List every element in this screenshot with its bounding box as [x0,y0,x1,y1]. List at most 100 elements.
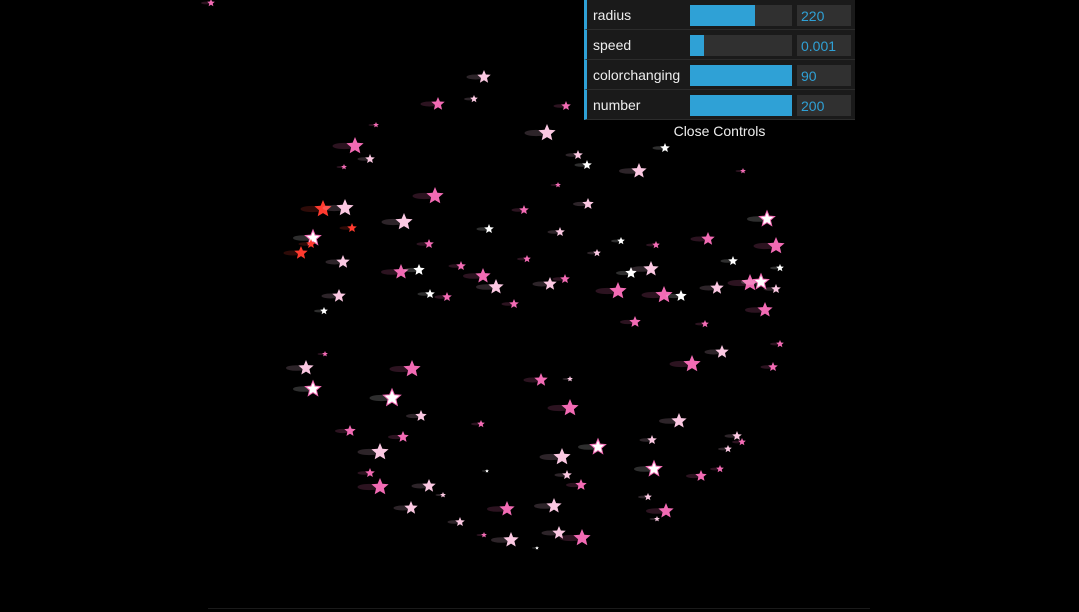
star-particle [553,448,571,465]
star-particle [519,205,529,214]
star-particle [294,246,308,259]
speed-controller: speed 0.001 [584,30,855,60]
star-particle [767,237,785,254]
star-particle [371,443,389,460]
star-particle [484,224,494,233]
number-slider[interactable] [690,95,792,116]
star-particle [347,223,357,232]
radius-label: radius [593,7,632,23]
star-particle [485,469,489,473]
star-particle [413,264,425,275]
star-particle [701,320,709,328]
star-particle [647,435,657,444]
star-particle [344,425,356,436]
star-particle [652,241,660,249]
star-particle [582,198,594,209]
star-particle [567,376,573,382]
star-particle [314,200,332,217]
star-particle [552,526,566,539]
star-particle [477,420,485,428]
colorchanging-slider[interactable] [690,65,792,86]
star-particle [304,228,322,246]
star-particle [738,438,746,446]
star-particle [425,289,435,298]
star-particle [207,0,215,7]
star-particle [654,516,660,522]
star-particle [560,274,570,283]
star-particle [643,261,659,276]
star-particle [336,199,354,216]
star-particle [715,345,729,358]
star-particle [341,164,347,170]
star-particle [701,232,715,245]
star-particle [481,532,487,538]
star-particle [320,307,328,315]
star-particle [440,492,446,498]
star-particle [575,479,587,490]
star-particle [732,431,742,440]
star-particle [543,277,557,290]
star-particle [776,264,784,272]
star-particle [306,239,316,248]
star-particle [336,255,350,268]
number-label: number [593,97,641,113]
star-particle [562,470,572,479]
star-particle [424,239,434,248]
star-particle [561,101,571,110]
star-particle [617,237,625,245]
star-particle [609,282,627,299]
colorchanging-label: colorchanging [593,67,681,83]
star-particle [629,316,641,327]
star-particle [660,143,670,152]
star-particle [573,529,591,546]
star-particle [382,387,402,407]
star-particle [373,122,379,128]
star-particle [582,160,592,169]
star-particle [455,517,465,526]
star-particle [426,187,444,204]
control-panel: radius 220 speed 0.001 colorchanging 90 … [584,0,855,142]
star-particle [776,340,784,348]
star-particle [404,501,418,514]
close-controls-button[interactable]: Close Controls [584,120,855,142]
star-particle [346,137,364,154]
star-particle [422,479,436,492]
colorchanging-value-input[interactable]: 90 [797,65,851,86]
number-controller: number 200 [584,90,855,120]
star-particle [589,437,607,455]
star-particle [365,468,375,477]
number-value-input[interactable]: 200 [797,95,851,116]
speed-slider[interactable] [690,35,792,56]
star-particle [768,362,778,371]
star-particle [716,465,724,473]
star-particle [671,413,687,428]
star-particle [752,272,770,290]
colorchanging-slider-fill [690,65,792,86]
star-particle [758,209,776,227]
star-particle [535,546,539,550]
star-particle [393,264,409,279]
speed-label: speed [593,37,632,53]
star-particle [625,267,637,278]
star-particle [475,268,491,283]
star-particle [675,290,687,301]
star-particle [546,498,562,513]
colorchanging-controller: colorchanging 90 [584,60,855,90]
star-particle [683,355,701,372]
star-particle [365,154,375,163]
star-particle [488,279,504,294]
star-particle [555,227,565,236]
radius-slider[interactable] [690,5,792,26]
star-particle [631,163,647,178]
star-particle [538,124,556,141]
star-particle [298,360,314,375]
star-particle [332,289,346,302]
star-particle [534,373,548,386]
radius-value-input[interactable]: 220 [797,5,851,26]
star-particle [503,532,519,547]
speed-value-input[interactable]: 0.001 [797,35,851,56]
star-particle [477,70,491,83]
star-particle [555,182,561,188]
